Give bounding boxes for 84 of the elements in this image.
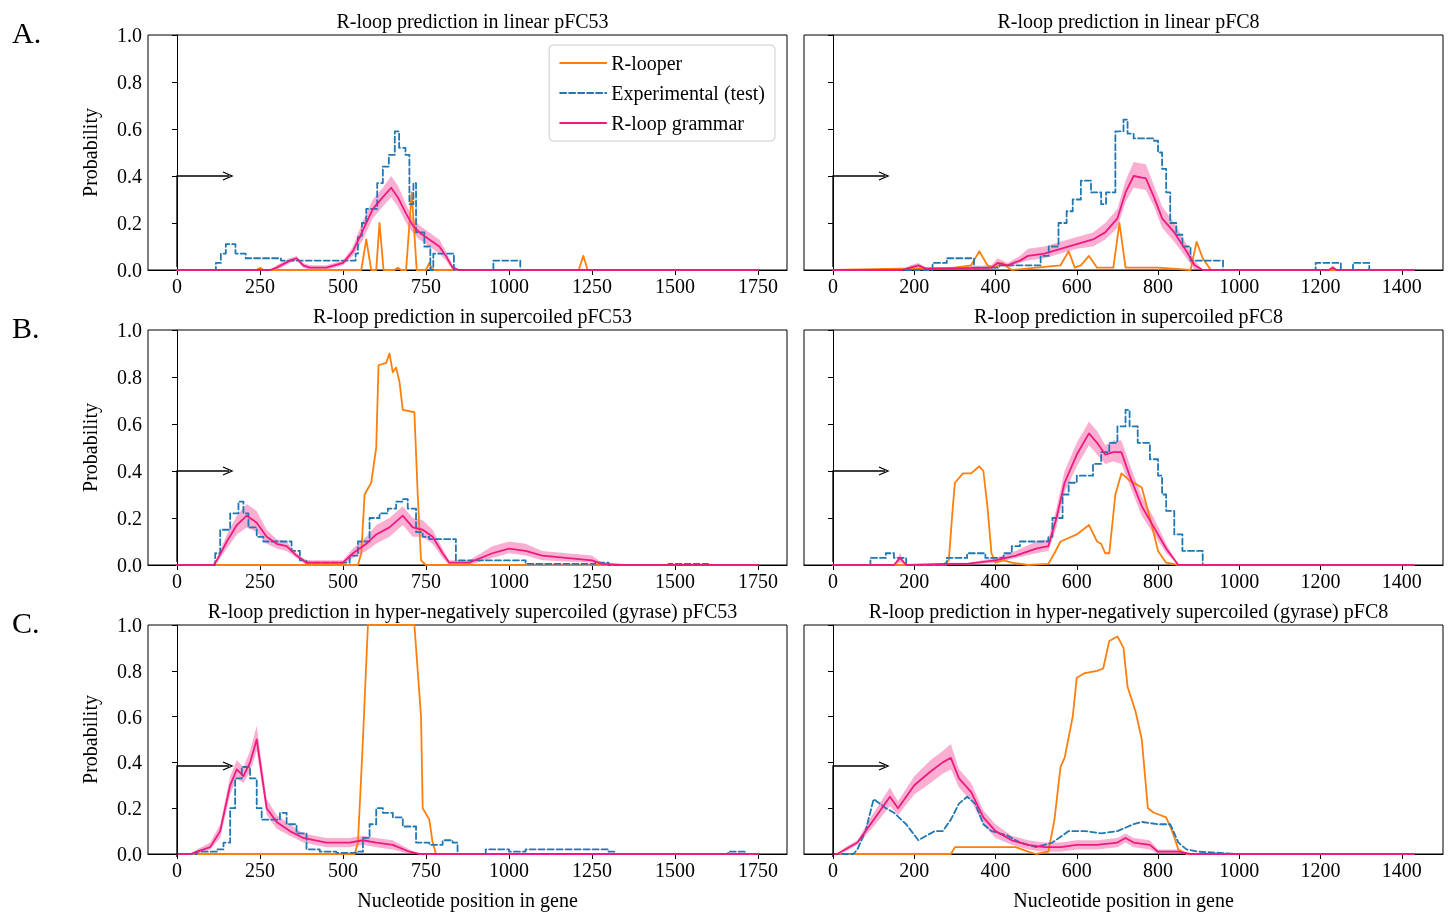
x-tick-label: 0 xyxy=(828,859,839,881)
x-tick-label: 1400 xyxy=(1381,275,1422,297)
x-tick-label: 800 xyxy=(1143,859,1174,881)
line-series xyxy=(176,514,759,566)
x-tick-label: 1750 xyxy=(737,859,778,881)
y-tick-label: 1.0 xyxy=(117,614,142,636)
chart-title: R-loop prediction in supercoiled pFC8 xyxy=(974,305,1283,328)
x-tick-label: 500 xyxy=(328,570,359,592)
x-tick-label: 1750 xyxy=(737,570,778,592)
y-tick-label: 0.4 xyxy=(117,165,142,187)
x-tick-label: 800 xyxy=(1143,570,1174,592)
x-tick-label: 200 xyxy=(899,859,930,881)
x-tick-label: 1250 xyxy=(571,859,612,881)
x-tick-label: 400 xyxy=(980,275,1011,297)
x-tick-label: 600 xyxy=(1061,570,1092,592)
x-tick-label: 750 xyxy=(411,570,442,592)
y-tick-label: 0.2 xyxy=(117,212,142,234)
x-tick-label: 1250 xyxy=(571,275,612,297)
x-tick-label: 200 xyxy=(899,275,930,297)
text: A. xyxy=(12,15,42,49)
x-tick-label: 1400 xyxy=(1381,859,1422,881)
x-tick-label: 400 xyxy=(980,570,1011,592)
text: B. xyxy=(12,310,40,344)
x-tick-label: 1500 xyxy=(654,859,695,881)
x-tick-label: 1000 xyxy=(1219,859,1260,881)
x-tick-label: 1200 xyxy=(1300,859,1341,881)
y-axis-title: Probability xyxy=(79,695,102,784)
x-tick-label: 0 xyxy=(828,275,839,297)
text: C. xyxy=(12,605,40,639)
x-tick-label: 1500 xyxy=(654,275,695,297)
x-tick-label: 0 xyxy=(172,275,183,297)
x-tick-label: 200 xyxy=(899,570,930,592)
x-tick-label: 0 xyxy=(828,570,839,592)
x-tick-label: 400 xyxy=(980,859,1011,881)
x-tick-label: 600 xyxy=(1061,859,1092,881)
x-tick-label: 1200 xyxy=(1300,570,1341,592)
x-tick-label: 1400 xyxy=(1381,570,1422,592)
y-tick-label: 0.4 xyxy=(117,751,142,774)
y-tick-label: 0.6 xyxy=(117,705,142,728)
x-tick-label: 1000 xyxy=(1219,275,1260,297)
x-tick-label: 1500 xyxy=(654,570,695,592)
x-tick-label: 750 xyxy=(411,859,442,881)
x-tick-label: 250 xyxy=(245,859,276,881)
x-tick-label: 500 xyxy=(328,275,359,297)
chart-title: R-loop prediction in supercoiled pFC53 xyxy=(313,305,632,328)
x-tick-label: 0 xyxy=(172,859,183,881)
y-tick-label: 0.8 xyxy=(117,366,142,388)
x-tick-label: 250 xyxy=(245,570,276,592)
x-tick-label: 1000 xyxy=(488,275,529,297)
legend-label: R-looper xyxy=(611,52,683,75)
x-tick-label: 600 xyxy=(1061,275,1092,297)
y-tick-label: 0.0 xyxy=(117,554,142,576)
legend-label: Experimental (test) xyxy=(611,82,765,105)
x-axis-title: Nucleotide position in gene xyxy=(357,889,578,912)
y-tick-label: 1.0 xyxy=(117,319,142,341)
chart-title: R-loop prediction in hyper-negatively supercoiled (gyrase) pFC53 xyxy=(207,600,738,623)
x-tick-label: 1200 xyxy=(1300,275,1341,297)
chart-title: R-loop prediction in hyper-negatively supercoiled (gyrase) pFC8 xyxy=(868,600,1389,623)
x-tick-label: 1250 xyxy=(571,570,612,592)
y-tick-label: 0.8 xyxy=(117,71,142,93)
y-tick-label: 0.0 xyxy=(117,843,142,865)
y-tick-label: 0.0 xyxy=(117,259,142,281)
x-tick-label: 750 xyxy=(411,275,442,297)
x-tick-label: 500 xyxy=(328,859,359,881)
y-axis-title: Probability xyxy=(79,108,102,197)
x-tick-label: 1000 xyxy=(488,570,529,592)
x-tick-label: 800 xyxy=(1143,275,1174,297)
y-tick-label: 0.4 xyxy=(117,460,142,482)
legend-label: R-loop grammar xyxy=(611,112,745,135)
y-tick-label: 0.2 xyxy=(117,797,142,820)
y-tick-label: 0.8 xyxy=(117,659,142,682)
x-tick-label: 1000 xyxy=(1219,570,1260,592)
x-tick-label: 0 xyxy=(172,570,183,592)
x-tick-label: 1000 xyxy=(488,859,529,881)
x-tick-label: 1750 xyxy=(737,275,778,297)
chart-title: R-loop prediction in linear pFC53 xyxy=(336,10,609,33)
y-tick-label: 0.2 xyxy=(117,507,142,529)
x-axis-title: Nucleotide position in gene xyxy=(1013,889,1234,912)
y-tick-label: 0.6 xyxy=(117,118,142,140)
y-axis-title: Probability xyxy=(79,403,102,492)
y-tick-label: 1.0 xyxy=(117,24,142,46)
y-tick-label: 0.6 xyxy=(117,413,142,435)
x-tick-label: 250 xyxy=(245,275,276,297)
chart-title: R-loop prediction in linear pFC8 xyxy=(997,10,1260,33)
